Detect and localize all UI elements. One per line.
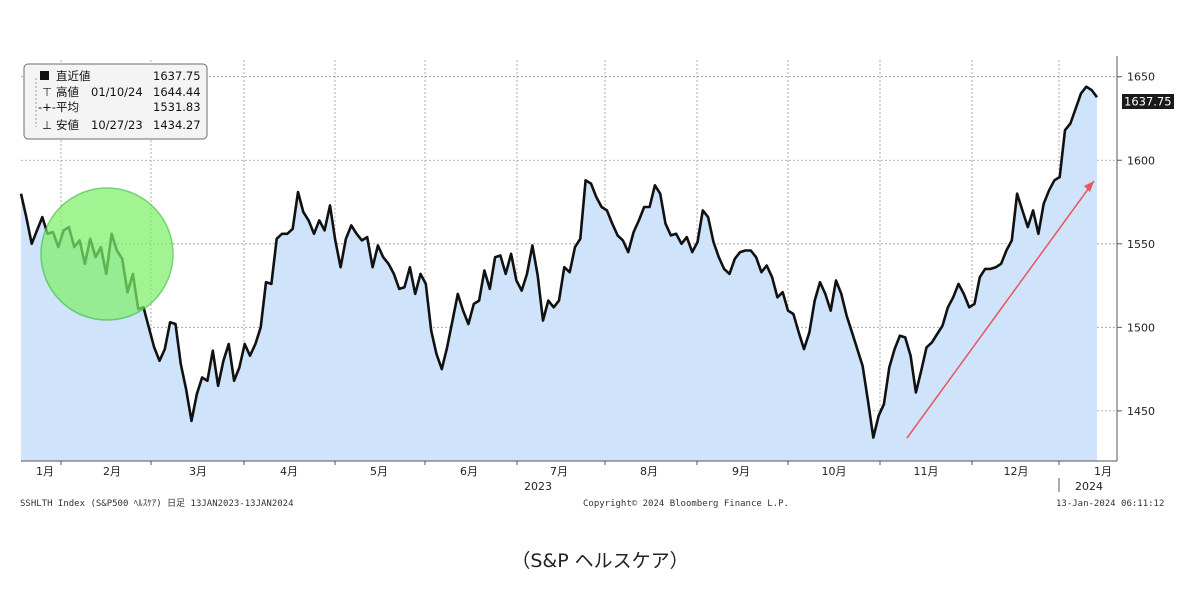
x-tick-label: 10月 xyxy=(822,465,847,478)
x-tick-label: 2月 xyxy=(103,465,121,478)
legend-label-high: 高値 xyxy=(56,85,79,99)
low-marker-icon: ⊥ xyxy=(42,118,52,132)
x-tick-label: 12月 xyxy=(1004,465,1029,478)
legend-value-high: 1644.44 xyxy=(153,85,201,99)
x-year-label: 2023 xyxy=(524,480,552,493)
y-tick-label: 1500 xyxy=(1127,321,1155,334)
legend-label-last: 直近値 xyxy=(56,69,91,83)
y-tick-label: 1450 xyxy=(1127,405,1155,418)
legend-date-low: 10/27/23 xyxy=(91,118,143,132)
x-tick-label: 7月 xyxy=(550,465,568,478)
legend-row-avg: -+- 平均 1531.83 xyxy=(38,100,201,114)
last-value-text: 1637.75 xyxy=(1124,95,1172,109)
avg-marker-icon: -+- xyxy=(38,100,56,114)
x-tick-label: 3月 xyxy=(189,465,207,478)
x-tick-label: 4月 xyxy=(280,465,298,478)
price-area-fill xyxy=(21,86,1097,461)
x-tick-label: 1月 xyxy=(36,465,54,478)
legend-box: 直近値 1637.75 ⊤ 高値 01/10/24 1644.44 -+- 平均… xyxy=(23,63,208,140)
x-tick-label: 6月 xyxy=(460,465,478,478)
high-marker-icon: ⊤ xyxy=(42,85,52,99)
x-tick-label: 9月 xyxy=(732,465,750,478)
footer-right-text: 13-Jan-2024 06:11:12 xyxy=(1056,499,1164,509)
footer-center-text: Copyright© 2024 Bloomberg Finance L.P. xyxy=(583,499,789,509)
legend-value-low: 1434.27 xyxy=(153,118,201,132)
y-tick-label: 1550 xyxy=(1127,238,1155,251)
footer-left-text: SSHLTH Index (S&P500 ﾍﾙｽｹｱ) 日足 13JAN2023… xyxy=(20,498,294,509)
x-tick-label: 1月 xyxy=(1094,465,1112,478)
legend-row-high: ⊤ 高値 01/10/24 1644.44 xyxy=(42,85,201,99)
legend-label-avg: 平均 xyxy=(56,100,79,114)
axes-layer xyxy=(21,56,1118,462)
x-tick-label: 11月 xyxy=(914,465,939,478)
price-line xyxy=(19,85,1099,439)
legend-row-low: ⊥ 安値 10/27/23 1434.27 xyxy=(42,118,201,132)
legend-row-last: 直近値 1637.75 xyxy=(40,69,201,83)
legend-value-last: 1637.75 xyxy=(153,69,201,83)
x-year-label: 2024 xyxy=(1075,480,1103,493)
legend-label-low: 安値 xyxy=(56,118,79,132)
x-tick-label: 8月 xyxy=(640,465,658,478)
chart-caption: （S&P ヘルスケア） xyxy=(511,550,689,572)
legend-date-high: 01/10/24 xyxy=(91,85,143,99)
last-value-label: 1637.75 xyxy=(1122,94,1174,109)
highlight-circle xyxy=(40,187,174,321)
x-tick-label: 5月 xyxy=(370,465,388,478)
trend-arrow xyxy=(906,180,1095,439)
legend-value-avg: 1531.83 xyxy=(153,100,201,114)
y-tick-label: 1650 xyxy=(1127,71,1155,84)
y-tick-label: 1600 xyxy=(1127,154,1155,167)
ticks-layer: 1450 1500 1550 1600 1650 1月 2月 3月 4月 5月 6月 7月 8月 9月 10… xyxy=(36,71,1155,493)
